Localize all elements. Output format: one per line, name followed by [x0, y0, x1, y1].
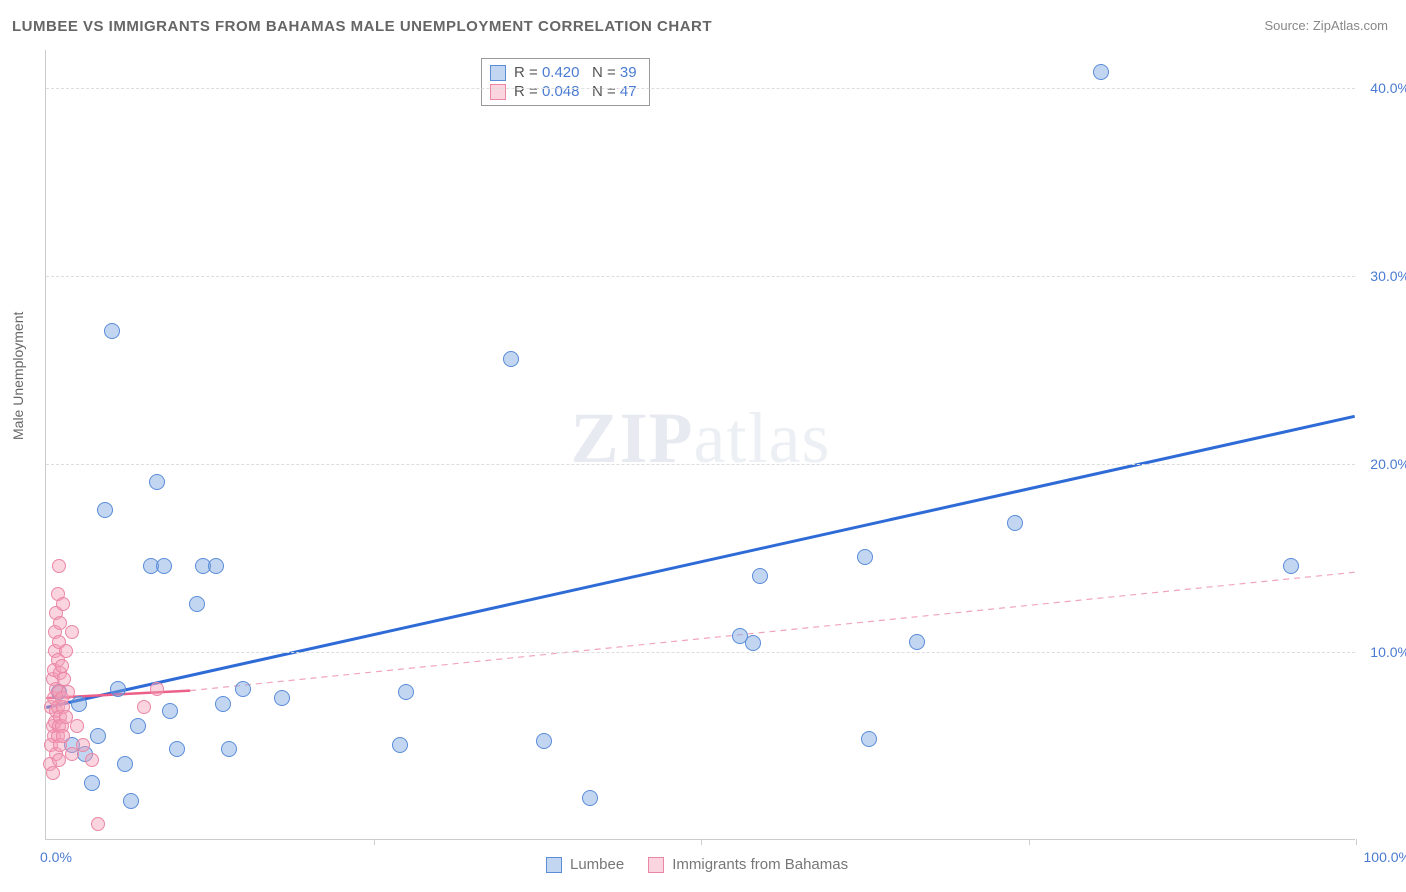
trend-line — [46, 416, 1354, 707]
chart-plot-area: ZIPatlas R = 0.420 N = 39 R = 0.048 N = … — [45, 50, 1355, 840]
bottom-legend: Lumbee Immigrants from Bahamas — [546, 856, 848, 873]
swatch-pink — [648, 857, 664, 873]
scatter-point-lumbee — [71, 696, 87, 712]
swatch-pink — [490, 84, 506, 100]
scatter-point-bahamas — [52, 753, 66, 767]
scatter-point-lumbee — [110, 681, 126, 697]
scatter-point-lumbee — [169, 741, 185, 757]
x-tick — [1029, 839, 1030, 845]
scatter-point-lumbee — [104, 323, 120, 339]
scatter-point-lumbee — [149, 474, 165, 490]
gridline — [46, 88, 1355, 89]
y-tick-label: 30.0% — [1370, 268, 1406, 284]
gridline — [46, 276, 1355, 277]
trend-line — [190, 572, 1354, 690]
swatch-blue — [546, 857, 562, 873]
scatter-point-lumbee — [398, 684, 414, 700]
stats-legend-box: R = 0.420 N = 39 R = 0.048 N = 47 — [481, 58, 650, 106]
scatter-point-lumbee — [123, 793, 139, 809]
legend-item-bahamas: Immigrants from Bahamas — [648, 856, 848, 873]
chart-title: LUMBEE VS IMMIGRANTS FROM BAHAMAS MALE U… — [12, 18, 712, 35]
scatter-point-lumbee — [861, 731, 877, 747]
scatter-point-bahamas — [61, 685, 75, 699]
scatter-point-bahamas — [59, 644, 73, 658]
scatter-point-bahamas — [46, 766, 60, 780]
scatter-point-bahamas — [56, 597, 70, 611]
x-axis-max-label: 100.0% — [1364, 849, 1406, 865]
scatter-point-bahamas — [57, 672, 71, 686]
scatter-point-bahamas — [85, 753, 99, 767]
scatter-point-lumbee — [503, 351, 519, 367]
scatter-point-lumbee — [215, 696, 231, 712]
scatter-point-bahamas — [52, 559, 66, 573]
scatter-point-lumbee — [1093, 64, 1109, 80]
y-tick-label: 10.0% — [1370, 644, 1406, 660]
scatter-point-bahamas — [70, 719, 84, 733]
y-axis-label: Male Unemployment — [10, 312, 26, 440]
scatter-point-lumbee — [84, 775, 100, 791]
scatter-point-lumbee — [752, 568, 768, 584]
scatter-point-lumbee — [1007, 515, 1023, 531]
source-attribution: Source: ZipAtlas.com — [1264, 18, 1388, 33]
gridline — [46, 464, 1355, 465]
scatter-point-bahamas — [150, 682, 164, 696]
scatter-point-lumbee — [189, 596, 205, 612]
x-tick — [701, 839, 702, 845]
y-tick-label: 40.0% — [1370, 80, 1406, 96]
scatter-point-bahamas — [76, 738, 90, 752]
scatter-point-lumbee — [745, 635, 761, 651]
scatter-point-lumbee — [857, 549, 873, 565]
scatter-point-lumbee — [1283, 558, 1299, 574]
scatter-point-lumbee — [117, 756, 133, 772]
scatter-point-lumbee — [90, 728, 106, 744]
x-axis-min-label: 0.0% — [40, 849, 72, 865]
scatter-point-lumbee — [156, 558, 172, 574]
scatter-point-lumbee — [536, 733, 552, 749]
legend-item-lumbee: Lumbee — [546, 856, 624, 873]
gridline — [46, 652, 1355, 653]
scatter-point-lumbee — [162, 703, 178, 719]
x-tick — [1356, 839, 1357, 845]
scatter-point-lumbee — [97, 502, 113, 518]
scatter-point-bahamas — [137, 700, 151, 714]
scatter-point-lumbee — [235, 681, 251, 697]
scatter-point-bahamas — [91, 817, 105, 831]
scatter-point-bahamas — [65, 625, 79, 639]
stats-row-bahamas: R = 0.048 N = 47 — [490, 82, 637, 101]
scatter-point-bahamas — [55, 659, 69, 673]
scatter-point-lumbee — [208, 558, 224, 574]
watermark: ZIPatlas — [571, 396, 831, 479]
stats-row-lumbee: R = 0.420 N = 39 — [490, 63, 637, 82]
scatter-point-lumbee — [582, 790, 598, 806]
scatter-point-lumbee — [274, 690, 290, 706]
scatter-point-lumbee — [909, 634, 925, 650]
scatter-point-lumbee — [221, 741, 237, 757]
swatch-blue — [490, 65, 506, 81]
scatter-point-lumbee — [130, 718, 146, 734]
scatter-point-bahamas — [56, 729, 70, 743]
scatter-point-lumbee — [392, 737, 408, 753]
y-tick-label: 20.0% — [1370, 456, 1406, 472]
trendlines-svg — [46, 50, 1355, 839]
x-tick — [374, 839, 375, 845]
